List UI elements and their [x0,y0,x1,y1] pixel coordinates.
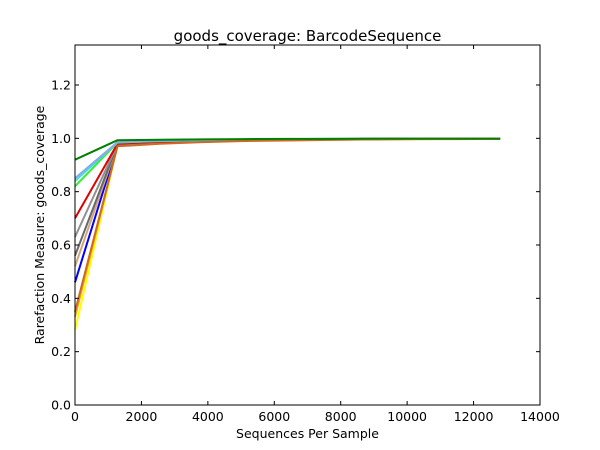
x-tick-label: 8000 [325,409,357,424]
series-lines [74,137,501,331]
y-tick-label: 0.4 [51,291,71,306]
series-line-sienna [74,137,501,312]
x-tick-label: 2000 [126,409,158,424]
y-tick-label: 0.0 [51,398,71,413]
y-tick-label: 0.6 [51,238,71,253]
series-line-green [74,137,501,161]
y-tick-label: 1.2 [51,78,71,93]
x-tick-label: 10000 [387,409,427,424]
series-line-dimgray [74,137,501,257]
y-tick-label: 0.8 [51,184,71,199]
y-axis-ticks: 0.0 0.2 0.4 0.6 0.8 1.0 1.2 [51,78,540,413]
series-line-gray [74,137,501,238]
series-line-blue [74,137,501,283]
series-line-tan [74,137,501,267]
series-line-orange [74,137,501,318]
y-tick-label: 1.0 [51,131,71,146]
x-axis-label: Sequences Per Sample [236,426,379,441]
x-tick-label: 4000 [192,409,224,424]
x-tick-label: 14000 [520,409,560,424]
x-axis-ticks: 0 2000 4000 6000 8000 10000 12000 14000 [71,45,560,424]
series-line-red [74,137,501,219]
chart-title: goods_coverage: BarcodeSequence [174,27,442,46]
x-tick-label: 6000 [258,409,290,424]
x-tick-label: 12000 [454,409,494,424]
y-axis-label: Rarefaction Measure: goods_coverage [32,105,47,344]
y-tick-label: 0.2 [51,344,71,359]
series-line-yellow [74,137,501,331]
plot-frame [74,44,541,406]
x-tick-label: 0 [71,409,79,424]
